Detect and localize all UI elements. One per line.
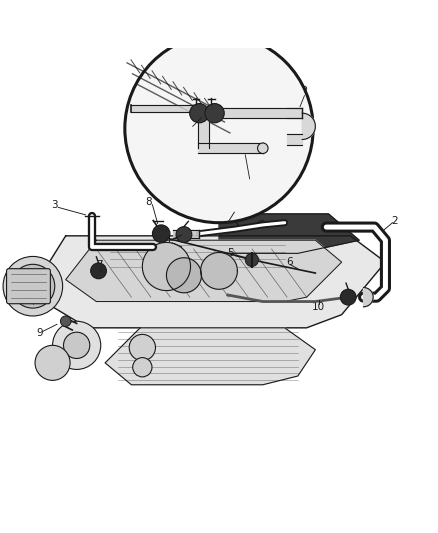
Text: 2: 2 — [301, 86, 307, 96]
Circle shape — [11, 264, 55, 308]
Circle shape — [133, 358, 152, 377]
Text: 3: 3 — [231, 205, 238, 215]
Circle shape — [152, 225, 170, 243]
Circle shape — [245, 253, 258, 266]
Circle shape — [60, 316, 71, 327]
Polygon shape — [142, 243, 191, 290]
Circle shape — [176, 227, 192, 243]
Text: 7: 7 — [96, 260, 103, 270]
Circle shape — [125, 34, 313, 223]
Text: 10: 10 — [312, 302, 325, 312]
Circle shape — [205, 103, 224, 123]
Circle shape — [53, 321, 101, 369]
Circle shape — [340, 289, 356, 305]
Polygon shape — [166, 258, 201, 293]
Text: 9: 9 — [36, 328, 43, 338]
Text: 1: 1 — [165, 236, 172, 246]
Text: 8: 8 — [145, 197, 152, 207]
Text: 3: 3 — [247, 178, 253, 188]
Polygon shape — [201, 253, 237, 289]
Polygon shape — [364, 287, 373, 307]
Text: 5: 5 — [227, 248, 234, 259]
Polygon shape — [66, 240, 342, 302]
Text: 6: 6 — [286, 257, 293, 267]
Circle shape — [35, 345, 70, 381]
Polygon shape — [44, 236, 385, 328]
Circle shape — [3, 256, 63, 316]
Polygon shape — [219, 214, 359, 253]
Circle shape — [91, 263, 106, 279]
Circle shape — [190, 103, 209, 123]
Text: 3: 3 — [51, 200, 58, 210]
Circle shape — [258, 143, 268, 154]
Text: 1: 1 — [183, 126, 189, 136]
Circle shape — [129, 334, 155, 361]
Text: 2: 2 — [391, 215, 398, 225]
Polygon shape — [302, 113, 315, 140]
Circle shape — [64, 332, 90, 359]
Polygon shape — [105, 328, 315, 385]
FancyBboxPatch shape — [7, 269, 50, 304]
